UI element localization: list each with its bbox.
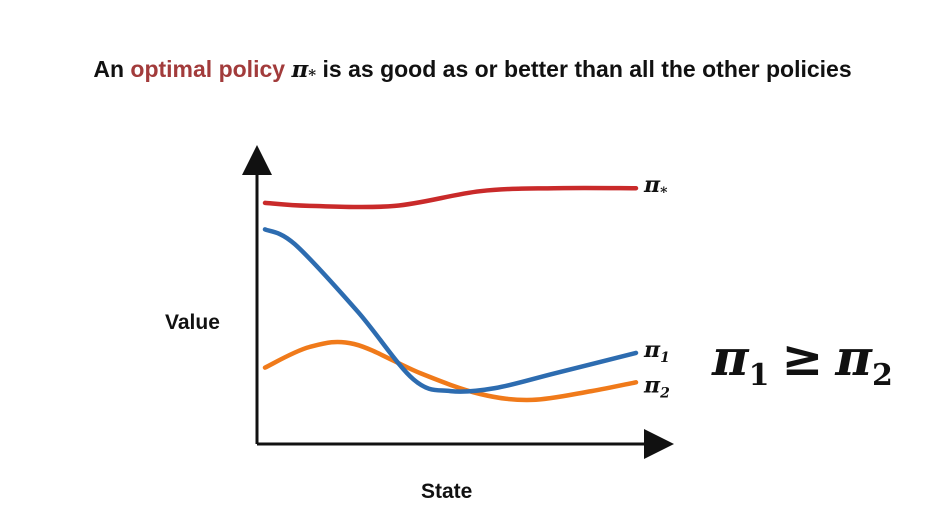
title-pi-symbol: π* (291, 56, 317, 84)
series-line-pi-star (262, 185, 639, 210)
series-label-pi-star: π* (643, 172, 668, 201)
title-prefix: An (93, 56, 131, 82)
title-pi-base: π (291, 56, 309, 83)
inequality-right-pi: π (835, 328, 872, 387)
title-pi-subscript: * (308, 66, 317, 84)
series-line-pi-2 (262, 339, 639, 403)
series-line-pi-1 (262, 227, 639, 394)
inequality-expression: π1 ≥ π2 (712, 328, 893, 393)
series-label-layer: π* π1 π2 (643, 172, 670, 401)
series-layer (262, 185, 639, 403)
inequality-left-pi: π (712, 328, 749, 387)
inequality-right-subscript: 2 (872, 358, 893, 393)
slide-title: An optimal policy π* is as good as or be… (0, 56, 945, 84)
title-suffix: is as good as or better than all the oth… (316, 56, 852, 82)
inequality-operator: ≥ (781, 328, 824, 387)
title-highlight: optimal policy (130, 56, 286, 82)
series-label-pi-1: π1 (643, 337, 670, 366)
series-label-pi-2: π2 (643, 372, 670, 401)
x-axis-label: State (421, 480, 473, 503)
y-axis-label: Value (165, 311, 220, 334)
inequality-left-subscript: 1 (748, 358, 770, 393)
